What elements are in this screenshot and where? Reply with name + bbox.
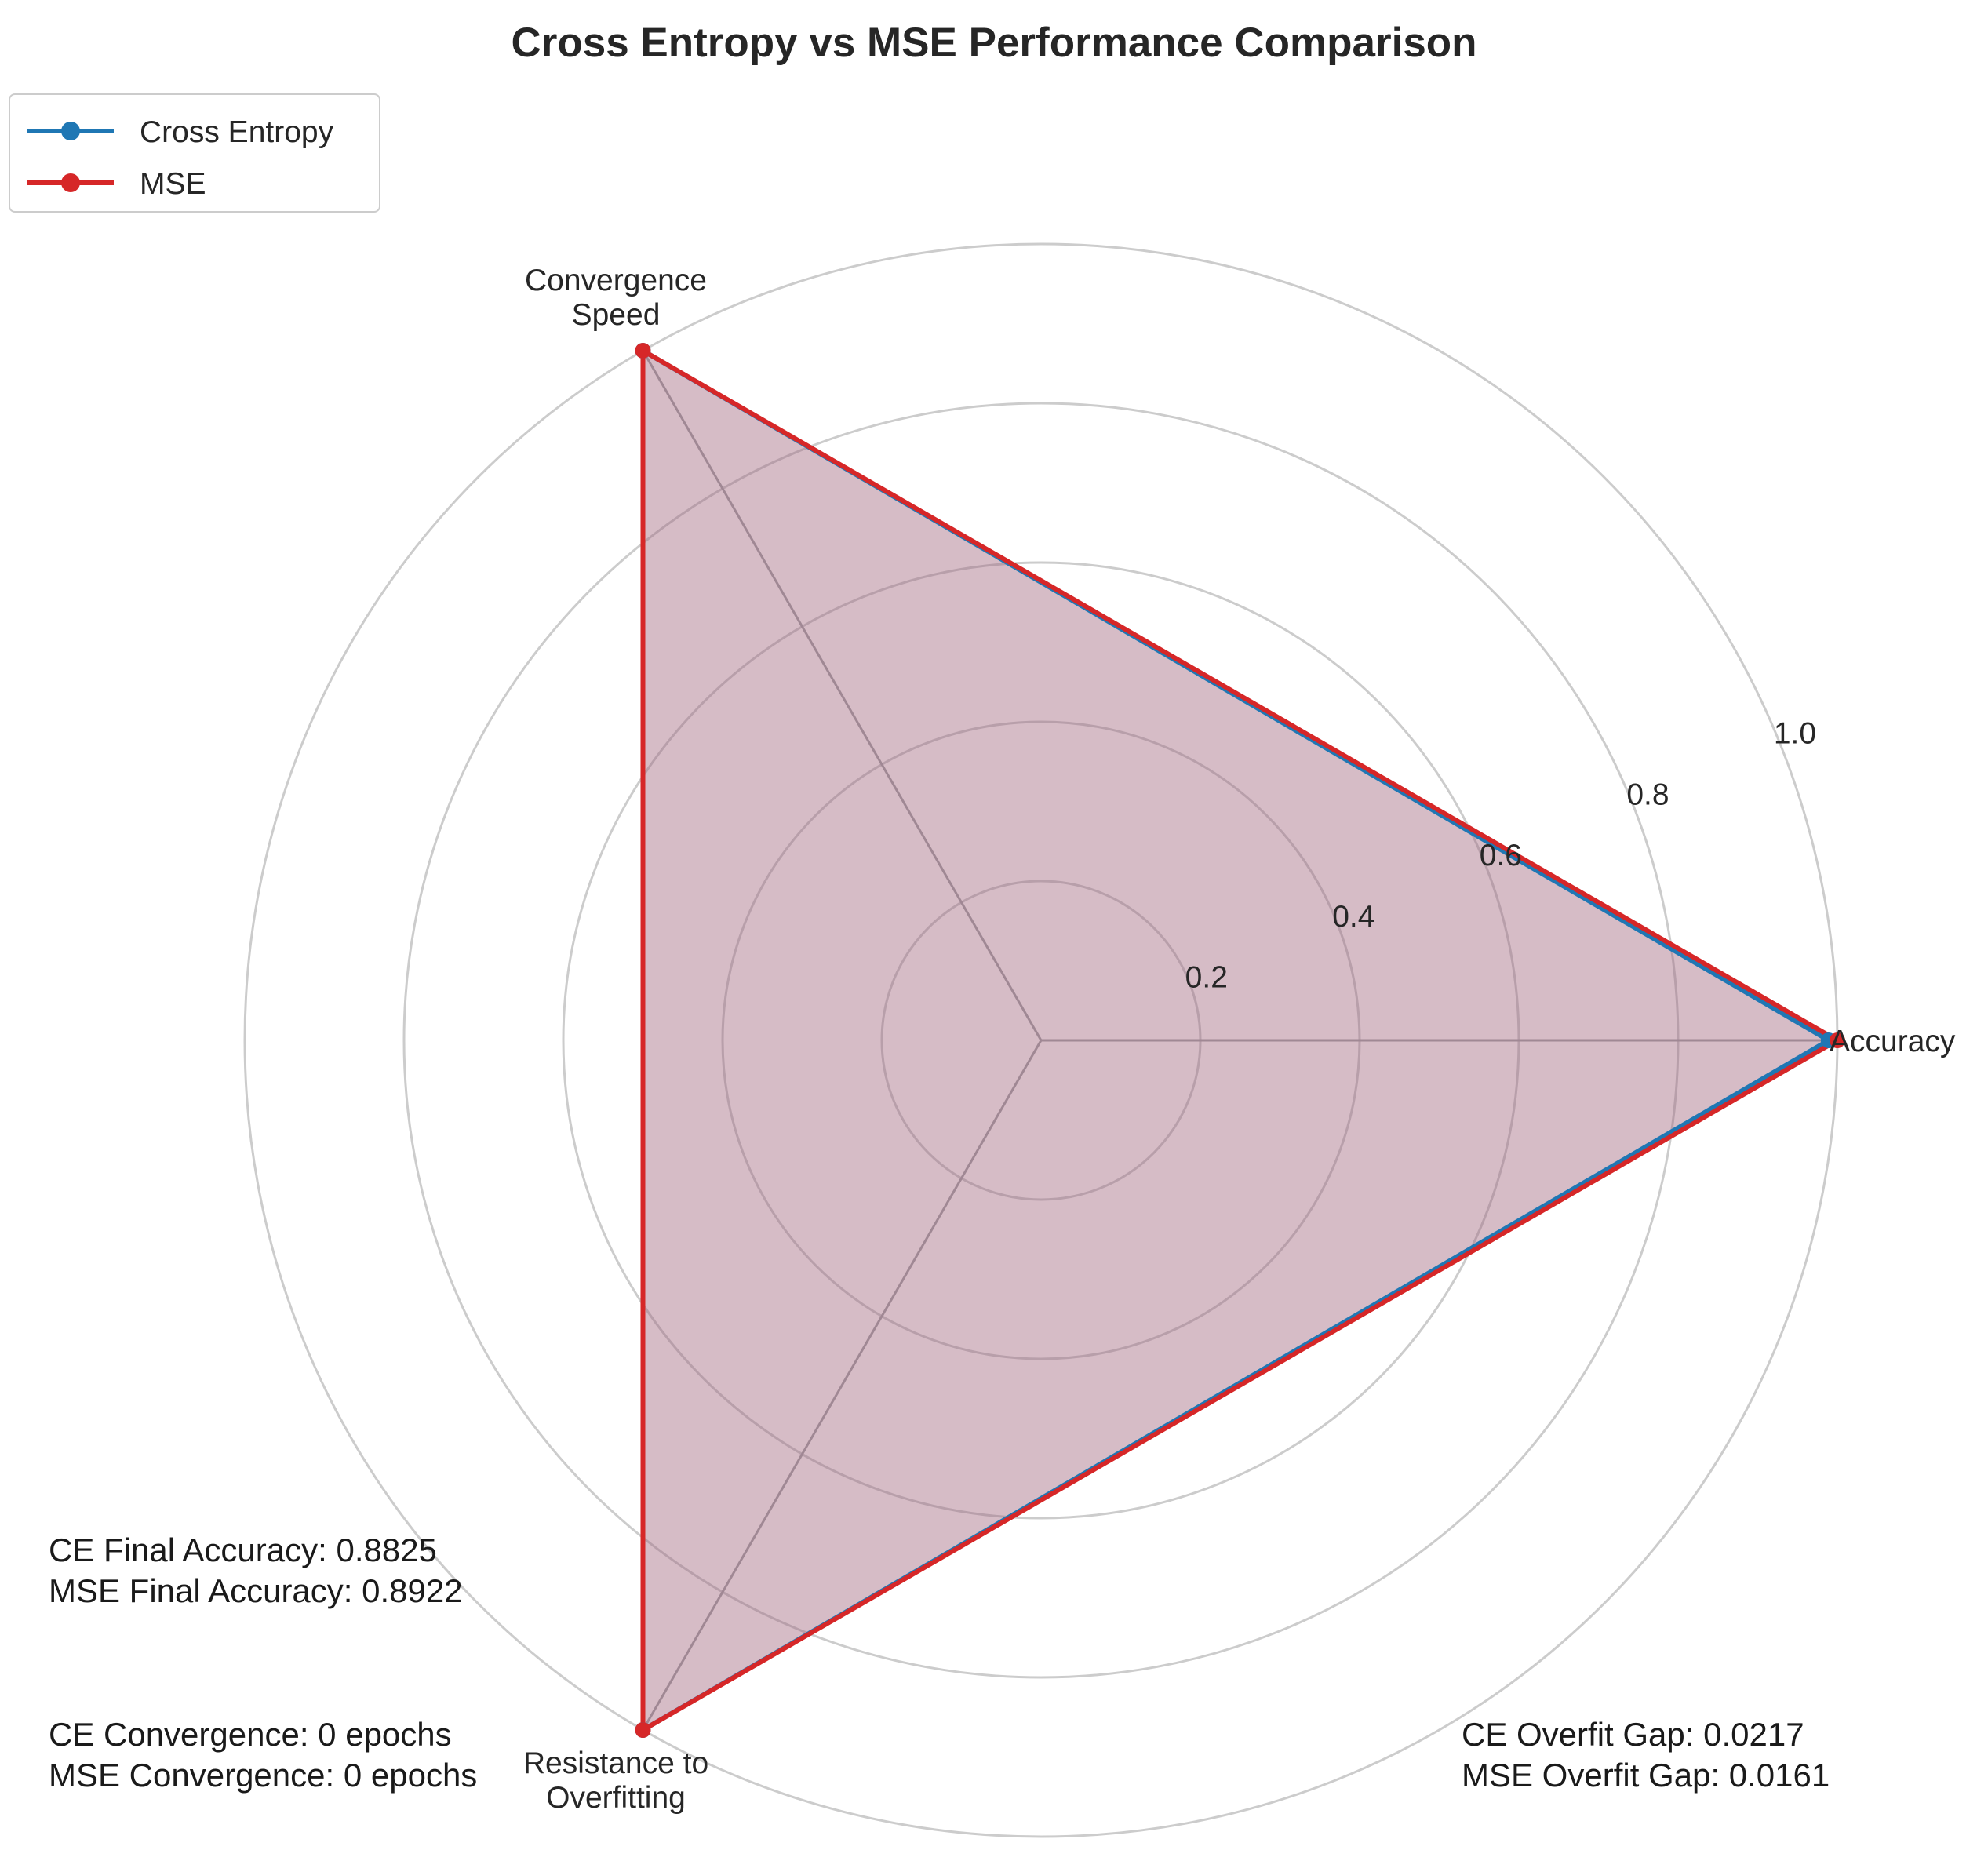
grid-ring-inner (880, 880, 1202, 1201)
legend: Cross Entropy MSE (9, 93, 380, 213)
radial-tick-labels: 0.2 0.4 0.6 0.8 1.0 (1185, 717, 1816, 995)
data-point (635, 1722, 651, 1739)
legend-label: Cross Entropy (140, 115, 334, 149)
radial-tick-label: 0.2 (1185, 960, 1228, 994)
chart-title: Cross Entropy vs MSE Performance Compari… (511, 20, 1476, 66)
axis-spokes (642, 350, 1837, 1731)
axis-spoke (642, 350, 1043, 1041)
annotation-line: CE Final Accuracy: 0.8825 (49, 1531, 437, 1568)
data-point (1830, 1032, 1845, 1048)
axis-spoke (642, 1040, 1043, 1731)
legend-swatch-marker (61, 173, 80, 192)
radial-tick-label: 1.0 (1774, 717, 1816, 751)
axis-label-line: Convergence (525, 264, 707, 297)
legend-label: MSE (140, 167, 206, 201)
annotation-text: CE Overfit Gap: 0.0217 MSE Overfit Gap: 0… (1462, 1716, 1830, 1794)
legend-swatch-marker (61, 122, 80, 140)
annotations: CE Final Accuracy: 0.8825 MSE Final Accur… (49, 1531, 1830, 1794)
axis-label-line: Overfitting (546, 1781, 686, 1815)
annotation-line: MSE Overfit Gap: 0.0161 (1462, 1757, 1830, 1794)
annotation-line: MSE Convergence: 0 epochs (49, 1757, 477, 1794)
annotation-text: CE Final Accuracy: 0.8825 MSE Final Accur… (49, 1531, 463, 1609)
axis-label: Convergence Speed (525, 264, 707, 332)
axis-label: Resistance to Overfitting (523, 1746, 708, 1815)
series-markers (635, 342, 1845, 1739)
radial-tick-label: 0.6 (1480, 839, 1522, 872)
axis-label-line: Resistance to (523, 1746, 708, 1780)
series-line (640, 346, 1842, 1735)
annotation-line: CE Overfit Gap: 0.0217 (1462, 1716, 1804, 1753)
axis-label-line: Accuracy (1830, 1025, 1956, 1058)
annotation-text: CE Convergence: 0 epochs MSE Convergence:… (49, 1716, 477, 1794)
axis-label: Accuracy (1830, 1025, 1956, 1058)
data-point (635, 342, 651, 359)
radial-tick-label: 0.4 (1332, 900, 1374, 934)
grid-ring-inner (721, 720, 1361, 1360)
annotation-line: MSE Final Accuracy: 0.8922 (49, 1572, 463, 1609)
axis-label-line: Speed (572, 298, 661, 332)
radial-tick-label: 0.8 (1626, 778, 1669, 811)
annotation-line: CE Convergence: 0 epochs (49, 1716, 452, 1753)
axis-labels: Accuracy Convergence Speed Resistance to Ove… (523, 264, 1956, 1815)
